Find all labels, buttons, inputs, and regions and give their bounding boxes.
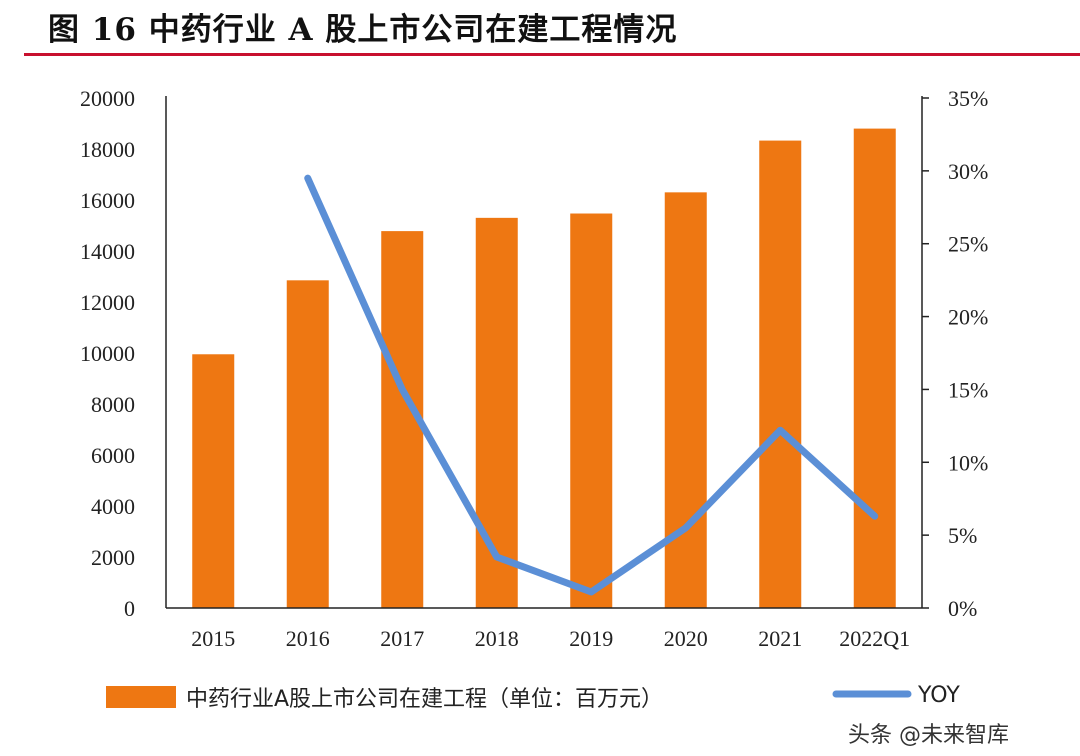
x-tick-label: 2017 xyxy=(380,626,424,651)
left-tick-label: 18000 xyxy=(80,137,135,162)
left-tick-label: 6000 xyxy=(91,443,135,468)
left-tick-label: 2000 xyxy=(91,545,135,570)
bar-2019 xyxy=(570,213,613,608)
legend-line-label: YOY xyxy=(917,683,960,708)
watermark: 头条 @未来智库 xyxy=(848,723,1009,748)
x-tick-label: 2018 xyxy=(475,626,519,651)
left-tick-label: 4000 xyxy=(91,494,135,519)
bar-2020 xyxy=(664,192,707,608)
bar-2016 xyxy=(286,280,329,608)
left-tick-label: 14000 xyxy=(80,239,135,264)
legend-bar-label: 中药行业A股上市公司在建工程（单位：百万元） xyxy=(186,687,663,712)
x-tick-label: 2015 xyxy=(191,626,235,651)
bar-2018 xyxy=(475,217,518,608)
x-tick-label: 2019 xyxy=(569,626,613,651)
title-rule xyxy=(24,53,1080,56)
legend-bar-swatch xyxy=(106,686,176,708)
chart-title: 图 16 中药行业 A 股上市公司在建工程情况 xyxy=(48,12,678,48)
right-tick-label: 15% xyxy=(948,377,988,402)
x-tick-label: 2020 xyxy=(664,626,708,651)
right-tick-label: 5% xyxy=(948,523,977,548)
left-tick-label: 8000 xyxy=(91,392,135,417)
left-tick-label: 12000 xyxy=(80,290,135,315)
right-tick-label: 10% xyxy=(948,450,988,475)
left-tick-label: 10000 xyxy=(80,341,135,366)
left-tick-label: 20000 xyxy=(80,86,135,111)
bar-2015 xyxy=(192,354,235,608)
left-tick-label: 16000 xyxy=(80,188,135,213)
right-tick-label: 30% xyxy=(948,159,988,184)
x-tick-label: 2021 xyxy=(758,626,802,651)
x-tick-label: 2022Q1 xyxy=(839,626,910,651)
bar-2021 xyxy=(759,140,802,608)
right-tick-label: 0% xyxy=(948,596,977,621)
x-tick-label: 2016 xyxy=(286,626,330,651)
left-tick-label: 0 xyxy=(124,596,135,621)
right-tick-label: 20% xyxy=(948,305,988,330)
right-tick-label: 25% xyxy=(948,232,988,257)
right-tick-label: 35% xyxy=(948,86,988,111)
bar-2022Q1 xyxy=(853,128,896,608)
